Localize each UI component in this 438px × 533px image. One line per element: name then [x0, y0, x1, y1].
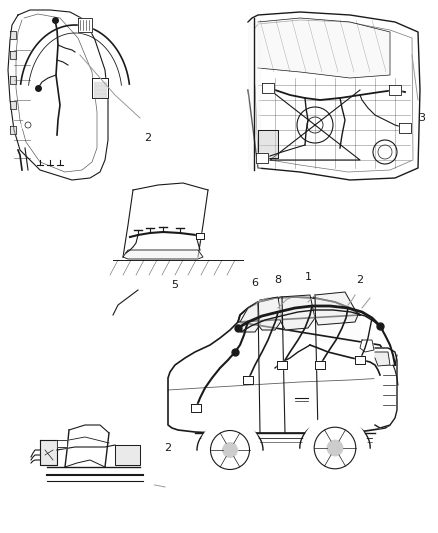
Text: 1: 1: [304, 272, 311, 282]
Polygon shape: [94, 82, 106, 85]
Polygon shape: [78, 18, 92, 32]
Circle shape: [327, 440, 343, 456]
Polygon shape: [191, 404, 201, 412]
Polygon shape: [94, 94, 106, 97]
Polygon shape: [92, 78, 108, 98]
Polygon shape: [57, 440, 67, 447]
Text: 5: 5: [172, 280, 179, 290]
Text: 3: 3: [418, 113, 425, 123]
Text: 2: 2: [164, 443, 172, 453]
Polygon shape: [360, 340, 374, 352]
Text: 8: 8: [275, 275, 282, 285]
Polygon shape: [389, 85, 401, 95]
Polygon shape: [10, 126, 16, 134]
Polygon shape: [315, 292, 358, 325]
Polygon shape: [94, 90, 106, 93]
Polygon shape: [168, 297, 392, 433]
Polygon shape: [238, 297, 360, 342]
Polygon shape: [355, 356, 365, 364]
Circle shape: [223, 442, 237, 457]
Text: 6: 6: [251, 278, 258, 288]
Polygon shape: [280, 295, 315, 330]
Text: 2: 2: [145, 133, 152, 143]
Polygon shape: [248, 12, 420, 180]
Circle shape: [22, 119, 34, 131]
Polygon shape: [375, 348, 397, 428]
Polygon shape: [248, 22, 260, 168]
Polygon shape: [10, 51, 16, 59]
Polygon shape: [243, 376, 253, 384]
Polygon shape: [94, 86, 106, 89]
Polygon shape: [256, 153, 268, 163]
Polygon shape: [277, 361, 287, 369]
Circle shape: [25, 375, 165, 515]
Polygon shape: [258, 297, 282, 330]
Polygon shape: [8, 10, 108, 180]
Polygon shape: [262, 83, 274, 93]
Text: 2: 2: [357, 275, 364, 285]
Polygon shape: [399, 123, 411, 133]
Polygon shape: [40, 440, 57, 465]
Circle shape: [200, 420, 260, 480]
Circle shape: [303, 416, 367, 480]
Polygon shape: [315, 361, 325, 369]
Polygon shape: [115, 445, 140, 465]
Polygon shape: [123, 250, 203, 259]
Polygon shape: [238, 302, 260, 332]
Polygon shape: [258, 18, 390, 78]
Polygon shape: [10, 31, 16, 39]
Polygon shape: [10, 76, 16, 84]
Polygon shape: [196, 233, 204, 239]
Polygon shape: [258, 130, 278, 158]
Polygon shape: [10, 101, 16, 109]
Polygon shape: [375, 352, 390, 366]
Circle shape: [103, 140, 253, 290]
